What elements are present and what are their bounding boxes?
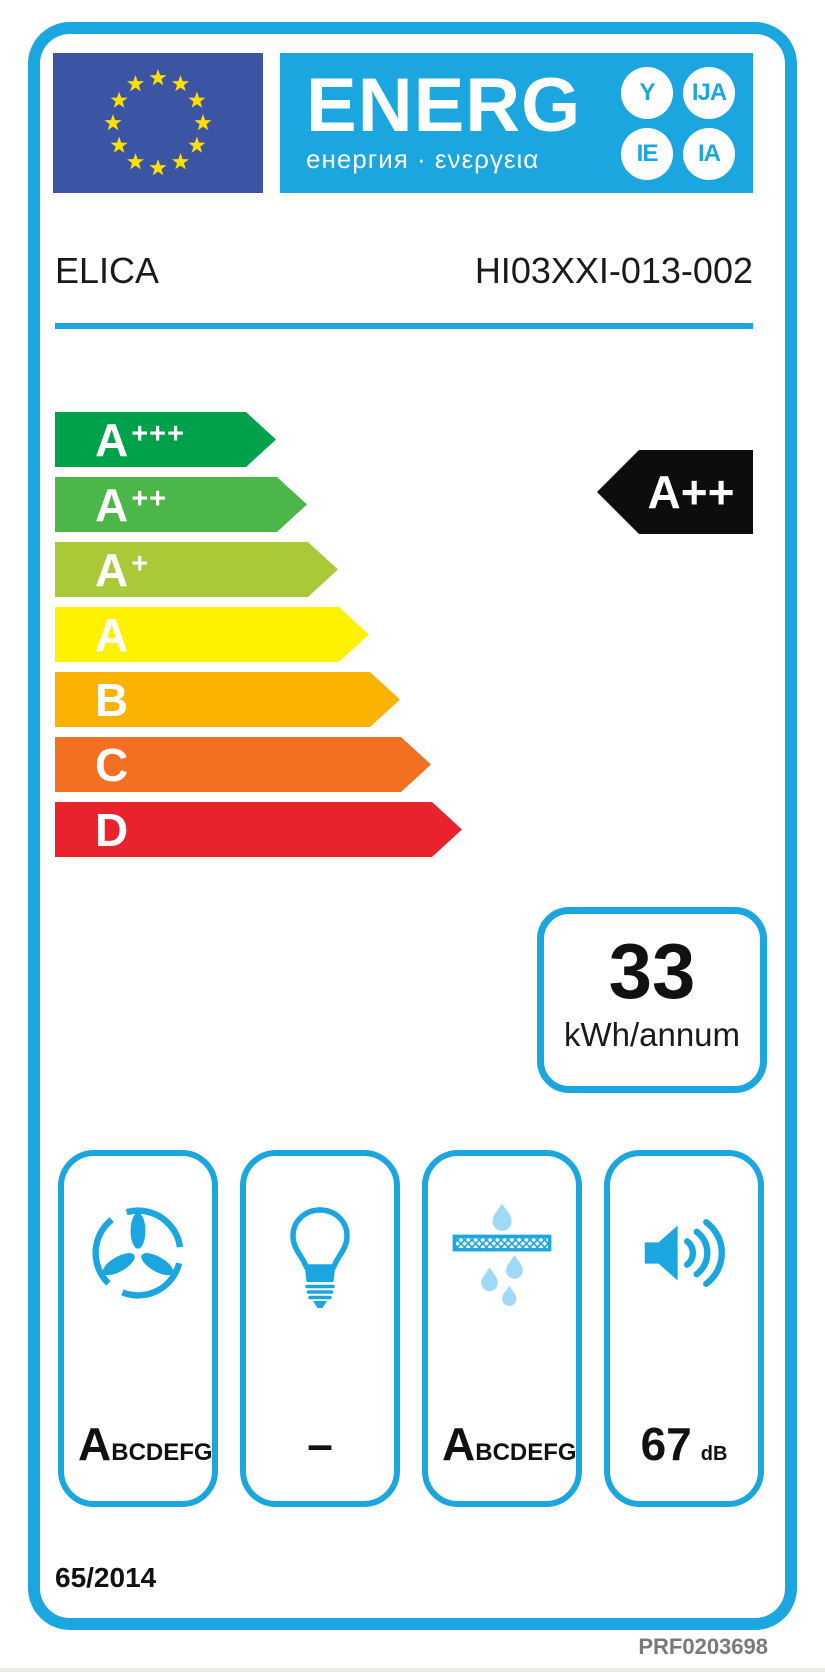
brand-row: ELICA HI03XXI-013-002 (55, 250, 753, 292)
badge-ia: IA (683, 127, 735, 180)
lighting-grade-dash: – (307, 1418, 333, 1470)
metric-box-grease-filtering: A BCDEFG (422, 1150, 582, 1507)
page-bottom-edge (0, 1668, 825, 1672)
rating-label: A++ (647, 466, 735, 518)
metric-box-noise-level: 67 dB (604, 1150, 764, 1507)
label-outer-border: ENERG енергия · ενεργεια Y IJA IE IA ELI… (28, 22, 797, 1630)
metrics-row: A BCDEFG – (58, 1150, 764, 1507)
grease-grade: A BCDEFG (442, 1418, 577, 1470)
energ-banner: ENERG енергия · ενεργεια Y IJA IE IA (280, 53, 753, 193)
class-plus-suffix: + (131, 548, 150, 580)
fan-grade: A BCDEFG (78, 1418, 213, 1470)
noise-value: 67 (640, 1418, 692, 1470)
energ-text-block: ENERG енергия · ενεργεια (306, 63, 582, 175)
class-letter: A (95, 608, 129, 661)
language-suffix-badges: Y IJA IE IA (621, 66, 735, 180)
fan-grade-letter: A (78, 1418, 112, 1470)
class-letter: A (95, 478, 129, 531)
class-arrow-a++: A ++ (55, 477, 307, 532)
badge-y: Y (621, 66, 673, 119)
brand-name: ELICA (55, 250, 160, 291)
regulation-number: 65/2014 (55, 1562, 157, 1593)
energ-subtitle: енергия · ενεργεια (306, 143, 540, 174)
class-arrow-c: C (55, 737, 431, 792)
eu-flag-stars (104, 69, 212, 176)
lighting-grade: – (246, 1421, 394, 1467)
class-arrow-d: D (55, 802, 462, 857)
fan-icon (92, 1207, 184, 1299)
energ-word: ENERG (306, 63, 582, 149)
class-arrow-a+: A + (55, 542, 338, 597)
grease-droplets (481, 1203, 523, 1306)
class-plus-suffix: ++ (131, 483, 168, 515)
bulb-icon (290, 1207, 350, 1308)
class-arrow-b: B (55, 672, 400, 727)
eu-star-ring (104, 69, 212, 176)
class-letter: D (95, 803, 129, 856)
noise-grade: 67 dB (610, 1421, 758, 1467)
energy-unit: kWh/annum (563, 1016, 741, 1053)
grease-filter-icon (452, 1203, 552, 1306)
class-arrow-a: A (55, 607, 369, 662)
energy-value: 33 (608, 927, 696, 1015)
reference-code: PRF0203698 (638, 1634, 768, 1659)
class-letter: C (95, 738, 129, 791)
eu-flag (53, 53, 263, 193)
metric-box-fan-efficiency: A BCDEFG (58, 1150, 218, 1507)
badge-ie: IE (621, 127, 673, 180)
class-plus-suffix: +++ (131, 418, 186, 450)
class-arrow-a+++: A +++ (55, 412, 276, 467)
grease-grade-rest: BCDEFG (475, 1439, 577, 1466)
label-header: ENERG енергия · ενεργεια Y IJA IE IA (53, 53, 753, 193)
metric-box-lighting-efficiency: – (240, 1150, 400, 1507)
speaker-icon (644, 1219, 725, 1287)
model-number: HI03XXI-013-002 (474, 250, 753, 291)
badge-ija: IJA (683, 66, 735, 119)
divider-rule (55, 323, 753, 329)
grease-grade-letter: A (442, 1418, 476, 1470)
energy-consumption-box: 33 kWh/annum (537, 907, 767, 1093)
energy-class-scale: A +++ A ++ A + A B C D (55, 412, 755, 867)
noise-unit: dB (700, 1443, 728, 1465)
class-letter: A (95, 543, 129, 596)
fan-grade-rest: BCDEFG (111, 1439, 213, 1466)
class-letter: A (95, 413, 129, 466)
class-letter: B (95, 673, 129, 726)
